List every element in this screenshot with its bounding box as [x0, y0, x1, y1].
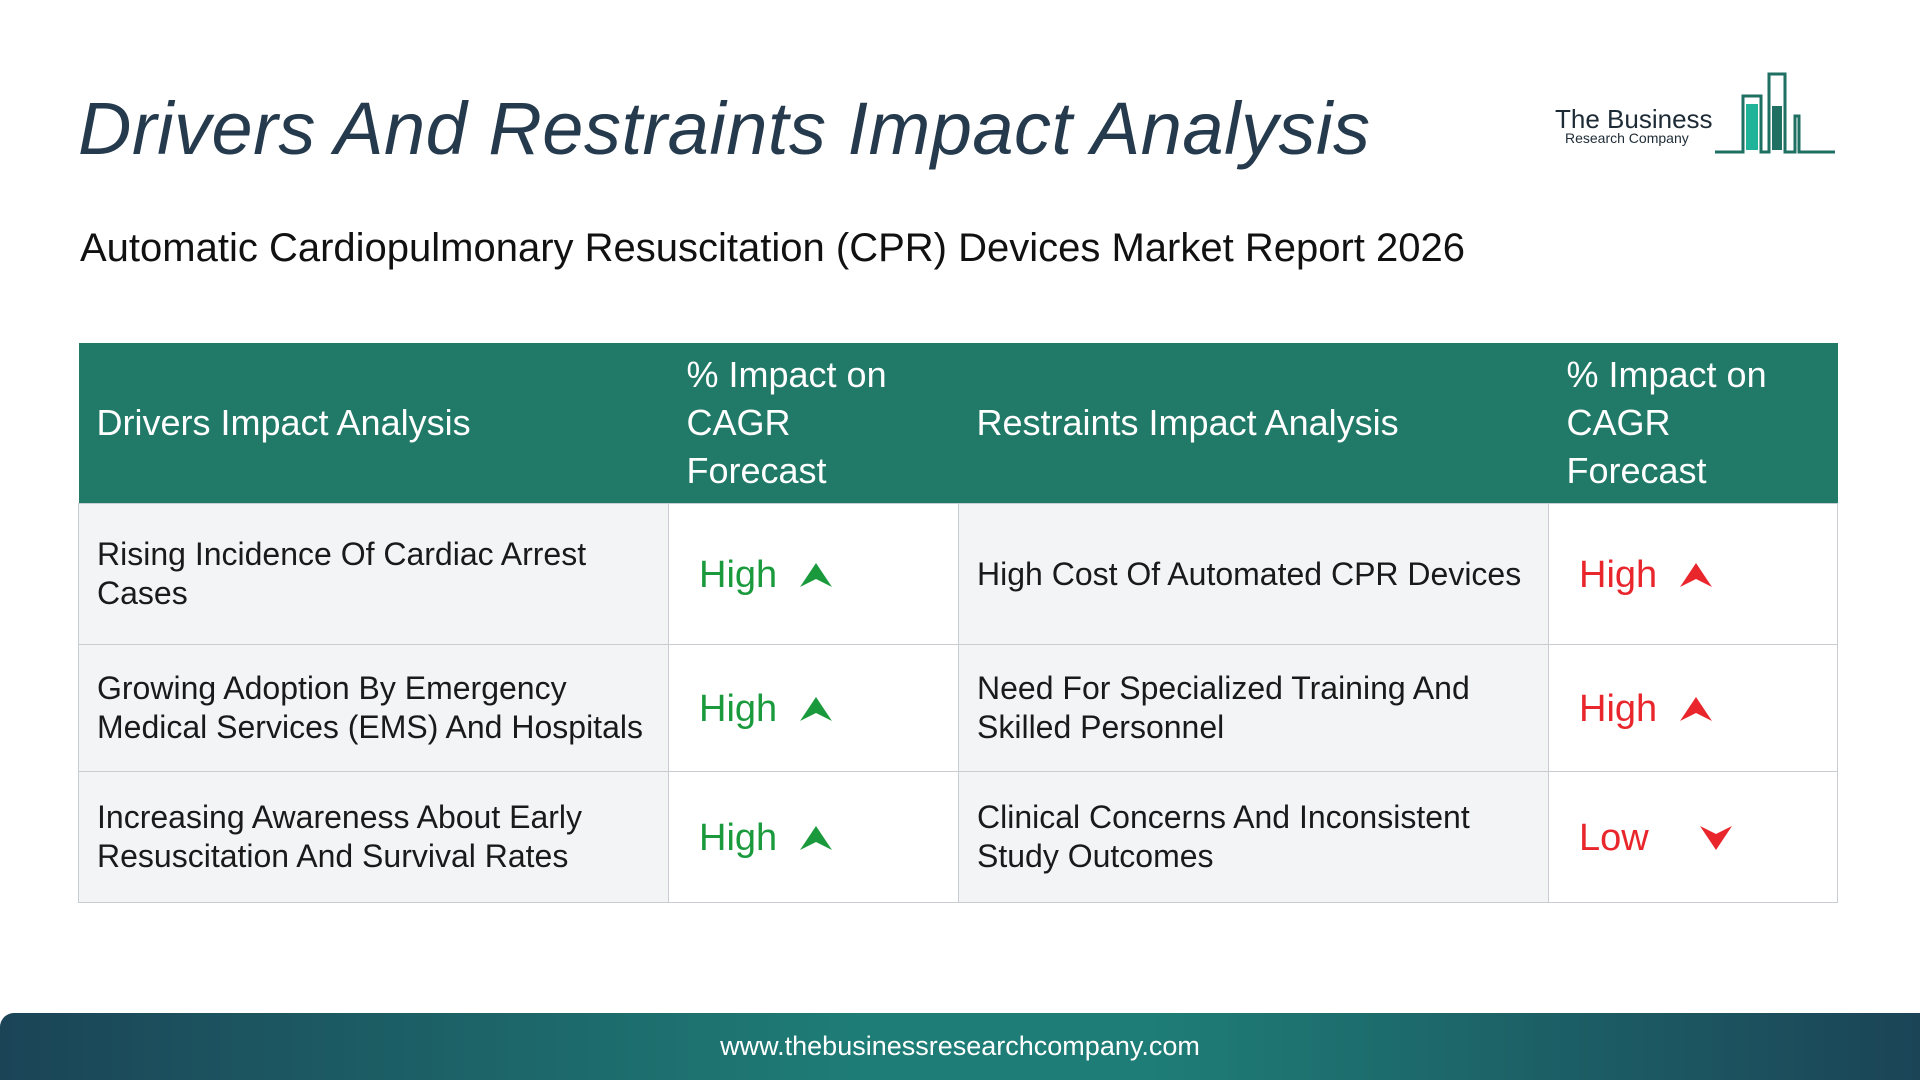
impact-rating: Low	[1579, 816, 1649, 859]
header-drivers: Drivers Impact Analysis	[78, 343, 669, 504]
arrow-up-green-icon	[800, 563, 833, 588]
footer-website-link[interactable]: www.thebusinessresearchcompany.com	[720, 1031, 1200, 1061]
arrow-up-red-icon	[1680, 563, 1713, 588]
footer-bar: www.thebusinessresearchcompany.com	[0, 1013, 1920, 1080]
driver-cell: Rising Incidence Of Cardiac Arrest Cases	[78, 503, 669, 645]
restraint-cell: Clinical Concerns And Inconsistent Study…	[958, 771, 1549, 903]
bar-chart-building-icon	[1715, 72, 1835, 154]
logo-subtitle: Research Company	[1565, 130, 1689, 146]
header-restraints: Restraints Impact Analysis	[958, 343, 1549, 504]
impact-rating: High	[699, 553, 778, 596]
logo-name: The Business	[1555, 104, 1713, 134]
restraint-impact-cell: High	[1548, 503, 1838, 645]
restraint-impact-cell: High	[1548, 644, 1838, 772]
page-title: Drivers And Restraints Impact Analysis	[78, 87, 1371, 170]
table-row: Increasing Awareness About Early Resusci…	[78, 771, 1838, 903]
impact-rating: High	[699, 687, 778, 730]
company-logo: The Business Research Company	[1555, 66, 1835, 156]
driver-impact-cell: High	[668, 503, 959, 645]
report-subtitle: Automatic Cardiopulmonary Resuscitation …	[80, 226, 1465, 270]
restraint-cell: High Cost Of Automated CPR Devices	[958, 503, 1549, 645]
driver-impact-cell: High	[668, 771, 959, 903]
driver-cell: Growing Adoption By Emergency Medical Se…	[78, 644, 669, 772]
impact-rating: High	[1579, 553, 1658, 596]
arrow-up-green-icon	[800, 697, 833, 722]
arrow-down-red-icon	[1699, 826, 1732, 851]
table-row: Rising Incidence Of Cardiac Arrest Cases…	[78, 503, 1838, 645]
impact-rating: High	[699, 816, 778, 859]
header-drivers-impact: % Impact on CAGR Forecast	[668, 343, 959, 504]
header-restraints-impact: % Impact on CAGR Forecast	[1548, 343, 1838, 504]
restraint-cell: Need For Specialized Training And Skille…	[958, 644, 1549, 772]
driver-cell: Increasing Awareness About Early Resusci…	[78, 771, 669, 903]
arrow-up-green-icon	[800, 826, 833, 851]
restraint-impact-cell: Low	[1548, 771, 1838, 903]
table-row: Growing Adoption By Emergency Medical Se…	[78, 644, 1838, 772]
impact-rating: High	[1579, 687, 1658, 730]
table-header-row: Drivers Impact Analysis % Impact on CAGR…	[78, 343, 1838, 504]
driver-impact-cell: High	[668, 644, 959, 772]
arrow-up-red-icon	[1680, 697, 1713, 722]
impact-table: Drivers Impact Analysis % Impact on CAGR…	[78, 343, 1838, 903]
